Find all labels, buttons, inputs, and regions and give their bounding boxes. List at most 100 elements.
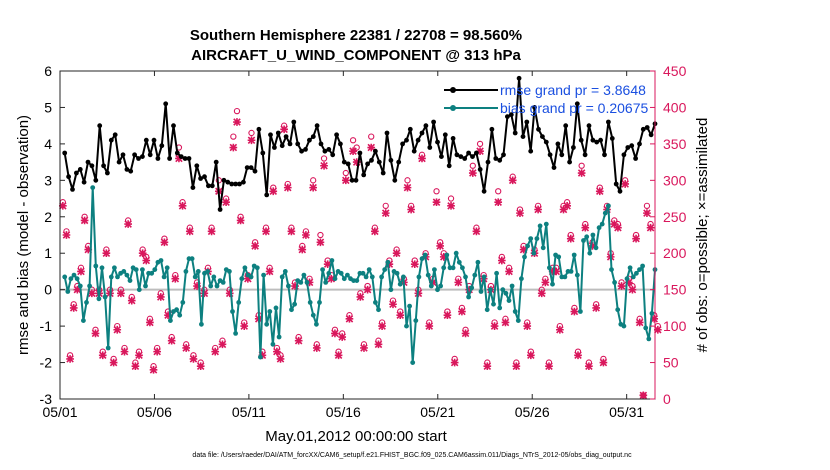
bias-point <box>317 300 322 305</box>
obs-assimilated-marker <box>113 325 122 334</box>
obs-assimilated-marker <box>211 347 220 356</box>
obs-possible-marker <box>447 195 455 202</box>
rmse-point <box>268 132 273 138</box>
y-left-tick-label: 3 <box>44 172 52 188</box>
obs-assimilated-marker <box>273 347 281 356</box>
bias-point <box>413 318 419 323</box>
bias-point <box>304 280 310 285</box>
obs-assimilated-marker <box>556 325 564 334</box>
rmse-point <box>540 134 545 140</box>
bias-point <box>108 274 114 280</box>
obs-assimilated-marker <box>312 344 321 352</box>
bias-point <box>71 272 77 278</box>
bias-point <box>74 276 80 282</box>
obs-assimilated-marker <box>171 274 180 283</box>
obs-assimilated-marker <box>185 227 194 236</box>
bias-point <box>574 272 580 278</box>
rmse-point <box>353 177 359 183</box>
bias-point <box>404 323 409 329</box>
bias-point <box>550 281 555 287</box>
obs-assimilated-marker <box>84 245 93 254</box>
rmse-point <box>431 119 436 125</box>
obs-assimilated-marker <box>298 245 307 254</box>
rmse-point <box>275 130 281 136</box>
bias-point <box>211 274 217 280</box>
rmse-point <box>376 159 382 165</box>
rmse-point <box>373 148 378 154</box>
obs-assimilated-marker <box>73 285 82 294</box>
rmse-point <box>260 150 266 156</box>
rmse-point <box>637 141 642 147</box>
rmse-point <box>547 152 553 158</box>
plot-area <box>60 71 655 399</box>
bias-point <box>376 307 381 313</box>
rmse-point <box>571 145 576 150</box>
obs-assimilated-marker <box>371 227 379 236</box>
rmse-point <box>407 126 413 132</box>
bias-point <box>164 265 170 271</box>
y-right-tick-label: 300 <box>663 172 687 188</box>
rmse-point <box>244 165 250 171</box>
y-left-tick-label: 6 <box>44 63 52 79</box>
bias-point <box>562 274 568 280</box>
rmse-point <box>396 159 402 165</box>
obs-possible-marker <box>469 162 476 169</box>
rmse-point <box>310 134 316 140</box>
obs-assimilated-marker <box>363 285 372 294</box>
bias-point <box>531 250 537 256</box>
y-right-tick-label: 0 <box>663 391 671 407</box>
bias-point <box>239 276 245 282</box>
bias-point <box>273 305 279 311</box>
chart-title-line-2: AIRCRAFT_U_WIND_COMPONENT @ 313 hPa <box>191 47 521 64</box>
bias-point <box>161 274 167 280</box>
obs-assimilated-marker <box>109 358 118 367</box>
obs-assimilated-marker <box>592 304 600 312</box>
rmse-point <box>128 168 134 174</box>
rmse-point <box>574 101 580 107</box>
obs-assimilated-marker <box>425 322 434 330</box>
bias-point <box>214 283 220 289</box>
obs-assimilated-marker <box>309 183 318 192</box>
bias-point <box>105 345 111 351</box>
bias-point <box>136 287 142 293</box>
rmse-point <box>415 137 421 143</box>
obs-possible-marker <box>382 202 389 209</box>
obs-assimilated-marker <box>410 260 419 268</box>
bias-point <box>500 287 506 293</box>
obs-assimilated-marker <box>142 256 151 265</box>
obs-possible-marker <box>643 202 651 209</box>
rmse-point <box>97 123 103 129</box>
rmse-point <box>143 137 149 143</box>
obs-possible-marker <box>317 231 324 239</box>
obs-assimilated-marker <box>98 351 107 360</box>
bias-point <box>183 269 189 274</box>
rmse-point <box>93 177 99 183</box>
bias-point <box>360 270 366 276</box>
bias-point <box>289 307 294 313</box>
bias-point <box>571 252 577 258</box>
obs-possible-marker <box>233 107 241 115</box>
bias-point <box>189 256 195 262</box>
bias-point <box>332 276 338 282</box>
rmse-point <box>151 137 157 143</box>
bias-point <box>463 274 468 280</box>
y-left-tick-label: 5 <box>44 99 52 115</box>
obs-assimilated-marker <box>153 347 162 356</box>
obs-assimilated-marker <box>247 136 256 145</box>
legend-rmse-marker <box>450 87 456 93</box>
rmse-point <box>578 137 584 143</box>
rmse-point <box>516 75 522 81</box>
obs-assimilated-marker <box>599 358 608 367</box>
bias-point <box>416 274 422 280</box>
bias-point <box>208 283 214 289</box>
rmse-point <box>497 157 503 163</box>
obs-assimilated-marker <box>287 227 296 236</box>
bias-point <box>354 278 360 283</box>
obs-assimilated-marker <box>127 296 136 305</box>
rmse-point <box>392 177 398 183</box>
obs-assimilated-marker <box>432 198 441 207</box>
y-right-tick-label: 450 <box>663 63 687 79</box>
rmse-point <box>380 170 386 176</box>
bias-point <box>174 307 180 313</box>
obs-assimilated-marker <box>537 289 546 298</box>
